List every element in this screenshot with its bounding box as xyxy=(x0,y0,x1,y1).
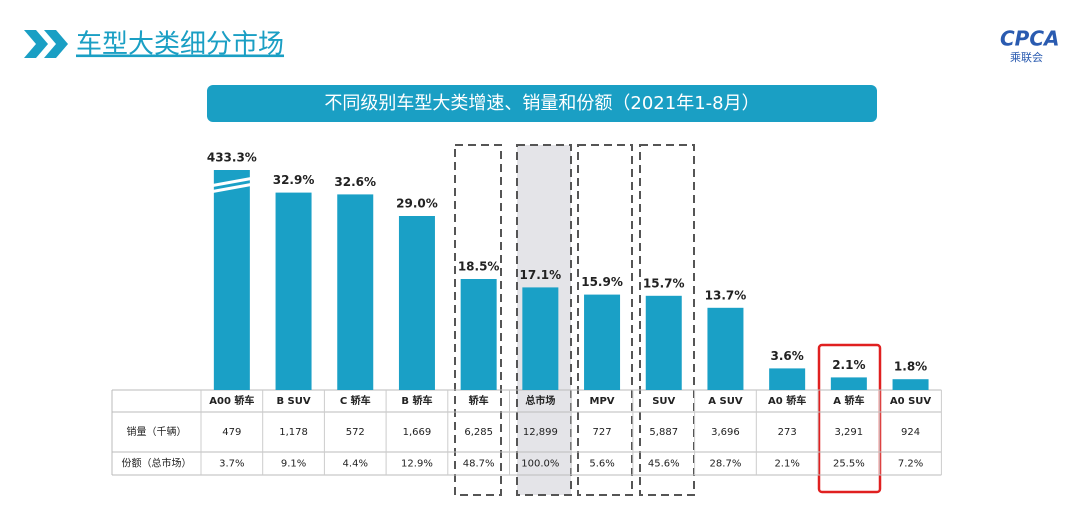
category-label: 总市场 xyxy=(525,394,555,407)
value-label: 1.8% xyxy=(894,360,927,374)
bar xyxy=(460,279,497,390)
bar xyxy=(892,379,929,390)
axis-break xyxy=(209,176,255,188)
category-label: C 轿车 xyxy=(340,394,371,407)
table-cell: 924 xyxy=(901,427,920,438)
category-label: A0 轿车 xyxy=(768,394,806,407)
table-cell: 9.1% xyxy=(281,459,306,470)
bar xyxy=(337,194,374,390)
bar xyxy=(275,192,312,390)
table-cell: 5,887 xyxy=(649,427,678,438)
bar xyxy=(522,287,559,390)
row-label: 销量（千辆） xyxy=(127,425,187,438)
chevrons xyxy=(24,30,68,58)
logo-sub: 乘联会 xyxy=(1010,51,1043,64)
value-label: 433.3% xyxy=(207,151,257,165)
table-cell: 572 xyxy=(346,427,365,438)
bar xyxy=(645,295,682,390)
table-cell: 45.6% xyxy=(648,459,680,470)
table-cell: 6,285 xyxy=(464,427,493,438)
value-label: 13.7% xyxy=(705,288,747,302)
category-label: 轿车 xyxy=(469,394,489,407)
table-cell: 100.0% xyxy=(521,459,559,470)
table-cell: 12,899 xyxy=(523,427,558,438)
bar xyxy=(830,377,867,390)
bar xyxy=(213,170,250,390)
table-cell: 3.7% xyxy=(219,459,244,470)
bar xyxy=(707,307,744,390)
chart: 433.3% A00 轿车 32.9% B SUV 32.6% C 轿车 29.0% B 轿车… xyxy=(111,151,942,476)
value-label: 29.0% xyxy=(396,197,438,211)
category-label: A 轿车 xyxy=(833,394,864,407)
highlight-box xyxy=(577,144,633,496)
logo: CPCA xyxy=(1000,27,1060,51)
value-label: 32.6% xyxy=(334,175,376,189)
value-label: 32.9% xyxy=(273,173,315,187)
table-cell: 1,669 xyxy=(403,427,432,438)
highlight-box xyxy=(454,144,502,496)
table-cell: 5.6% xyxy=(589,459,614,470)
row-label: 份额（总市场） xyxy=(122,457,192,470)
highlight-box xyxy=(639,144,695,496)
value-label: 2.1% xyxy=(832,358,865,372)
page-title: 车型大类细分市场 xyxy=(76,30,284,60)
category-label: B 轿车 xyxy=(401,394,432,407)
table-cell: 479 xyxy=(222,427,241,438)
bar xyxy=(398,216,435,390)
table-cell: 1,178 xyxy=(279,427,308,438)
category-label: SUV xyxy=(652,396,675,407)
table-cell: 28.7% xyxy=(710,459,742,470)
category-label: MPV xyxy=(590,396,615,407)
value-label: 17.1% xyxy=(520,268,562,282)
value-label: 18.5% xyxy=(458,260,500,274)
category-label: A SUV xyxy=(708,396,743,407)
bar xyxy=(584,294,621,390)
category-label: B SUV xyxy=(276,396,310,407)
table-cell: 273 xyxy=(778,427,797,438)
table-cell: 3,696 xyxy=(711,427,740,438)
table-cell: 2.1% xyxy=(774,459,799,470)
table-cell: 7.2% xyxy=(898,459,923,470)
table-cell: 4.4% xyxy=(343,459,368,470)
table-cell: 3,291 xyxy=(835,427,864,438)
subtitle-banner xyxy=(207,85,877,122)
value-label: 15.7% xyxy=(643,276,685,290)
bar xyxy=(769,368,806,390)
value-label: 3.6% xyxy=(771,349,804,363)
table-cell: 727 xyxy=(593,427,612,438)
table-cell: 48.7% xyxy=(463,459,495,470)
category-label: A00 轿车 xyxy=(209,394,254,407)
chart-title: 不同级别车型大类增速、销量和份额（2021年1-8月） xyxy=(324,93,759,114)
table-cell: 25.5% xyxy=(833,459,865,470)
value-label: 15.9% xyxy=(581,275,623,289)
table-cell: 12.9% xyxy=(401,459,433,470)
category-label: A0 SUV xyxy=(890,396,932,407)
axis-break xyxy=(209,182,255,194)
